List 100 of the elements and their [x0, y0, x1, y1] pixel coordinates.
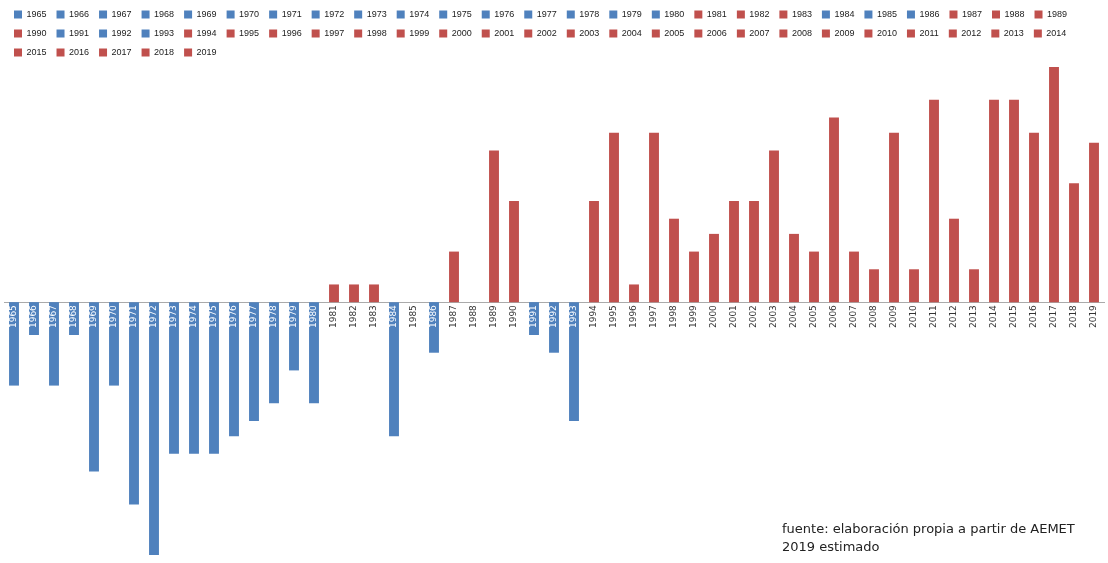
- legend-label: 1983: [791, 8, 812, 19]
- legend-label: 1997: [324, 27, 345, 38]
- x-tick-label: 2003: [768, 305, 779, 329]
- x-tick-label: 1965: [8, 305, 19, 329]
- legend-label: 1999: [409, 27, 430, 38]
- legend-label: 2002: [536, 27, 557, 38]
- legend-label: 1980: [664, 8, 685, 19]
- x-tick-label: 1972: [148, 305, 159, 329]
- annotation: fuente: elaboración propia a partir de AEMET: [782, 521, 1075, 536]
- legend-label: 1967: [111, 8, 132, 19]
- x-tick-label: 1992: [548, 305, 559, 329]
- legend-label: 1990: [26, 27, 47, 38]
- x-tick-label: 2009: [888, 304, 899, 329]
- x-tick-label: 2008: [868, 304, 879, 329]
- x-tick-label: 1969: [88, 304, 99, 329]
- x-tick-label: 1994: [588, 304, 599, 329]
- x-tick-label: 1991: [528, 305, 539, 329]
- x-tick-label: 1993: [568, 305, 579, 329]
- legend-label: 1996: [281, 27, 302, 38]
- x-tick-label: 1980: [308, 304, 319, 329]
- x-tick-label: 1999: [688, 304, 699, 329]
- x-tick-label: 2014: [988, 304, 999, 329]
- legend-label: 1986: [919, 8, 940, 19]
- x-tick-label: 2011: [928, 305, 939, 329]
- x-tick-label: 2002: [748, 305, 759, 329]
- annotation: 2019 estimado: [782, 539, 880, 554]
- x-tick-label: 2010: [908, 304, 919, 329]
- legend-label: 1977: [536, 8, 557, 19]
- x-tick-label: 1981: [328, 305, 339, 329]
- x-tick-label: 2017: [1048, 305, 1059, 329]
- x-tick-label: 1997: [648, 305, 659, 329]
- x-tick-label: 2007: [848, 305, 859, 329]
- x-tick-label: 2000: [708, 304, 719, 329]
- x-tick-label: 2015: [1008, 305, 1019, 329]
- legend-label: 1971: [281, 8, 302, 19]
- legend-label: 1969: [196, 8, 217, 19]
- legend-label: 2004: [621, 27, 642, 38]
- x-tick-label: 1978: [268, 304, 279, 329]
- x-tick-label: 2013: [968, 305, 979, 329]
- x-tick-label: 1975: [208, 305, 219, 329]
- x-tick-label: 1989: [488, 304, 499, 329]
- legend-label: 1993: [154, 27, 175, 38]
- x-tick-label: 1971: [128, 305, 139, 329]
- legend-label: 1982: [749, 8, 770, 19]
- legend-label: 2012: [961, 27, 982, 38]
- x-tick-label: 1996: [628, 304, 639, 329]
- legend-label: 2006: [706, 27, 727, 38]
- x-tick-label: 1966: [28, 304, 39, 329]
- legend-label: 1992: [111, 27, 132, 38]
- x-tick-label: 1984: [388, 304, 399, 329]
- legend-label: 1979: [621, 8, 642, 19]
- x-tick-label: 1968: [68, 304, 79, 329]
- legend-label: 1965: [26, 8, 47, 19]
- x-tick-label: 1983: [368, 305, 379, 329]
- x-tick-label: 1976: [228, 304, 239, 329]
- legend-label: 1966: [69, 8, 90, 19]
- legend-label: 1968: [154, 8, 175, 19]
- x-tick-label: 1970: [108, 304, 119, 329]
- x-tick-label: 2019: [1088, 304, 1099, 329]
- legend-label: 2009: [834, 27, 855, 38]
- x-tick-label: 2004: [788, 304, 799, 329]
- legend-label: 1991: [69, 27, 90, 38]
- x-tick-label: 2018: [1068, 304, 1079, 329]
- legend-label: 2017: [111, 46, 132, 57]
- legend-label: 1995: [239, 27, 260, 38]
- x-tick-label: 1995: [608, 305, 619, 329]
- legend-label: 2014: [1046, 27, 1067, 38]
- x-tick-label: 1977: [248, 305, 259, 329]
- legend-label: 2011: [919, 27, 939, 38]
- legend-label: 2010: [876, 27, 897, 38]
- legend-label: 2018: [154, 46, 175, 57]
- legend-label: 1998: [366, 27, 387, 38]
- legend-label: 1994: [196, 27, 217, 38]
- x-tick-label: 1985: [408, 305, 419, 329]
- legend-label: 2005: [664, 27, 685, 38]
- x-tick-label: 1988: [468, 304, 479, 329]
- x-tick-label: 2016: [1028, 304, 1039, 329]
- legend-label: 2015: [26, 46, 47, 57]
- legend-label: 2003: [579, 27, 600, 38]
- x-tick-label: 1998: [668, 304, 679, 329]
- x-tick-label: 1974: [188, 304, 199, 329]
- legend-label: 1987: [961, 8, 982, 19]
- legend-label: 1975: [451, 8, 472, 19]
- x-tick-label: 2005: [808, 305, 819, 329]
- legend-label: 2007: [749, 27, 770, 38]
- legend-label: 1988: [1004, 8, 1025, 19]
- legend-label: 1989: [1047, 8, 1068, 19]
- legend-label: 2008: [791, 27, 812, 38]
- x-tick-label: 1987: [448, 305, 459, 329]
- x-tick-label: 2001: [728, 305, 739, 329]
- x-tick-label: 2012: [948, 305, 959, 329]
- x-tick-label: 1986: [428, 304, 439, 329]
- legend-label: 1984: [834, 8, 855, 19]
- legend-label: 1978: [579, 8, 600, 19]
- legend-label: 2001: [494, 27, 515, 38]
- x-tick-label: 1979: [288, 304, 299, 329]
- x-tick-label: 2006: [828, 304, 839, 329]
- legend-label: 2019: [196, 46, 217, 57]
- legend-label: 1973: [366, 8, 387, 19]
- legend-label: 1974: [409, 8, 430, 19]
